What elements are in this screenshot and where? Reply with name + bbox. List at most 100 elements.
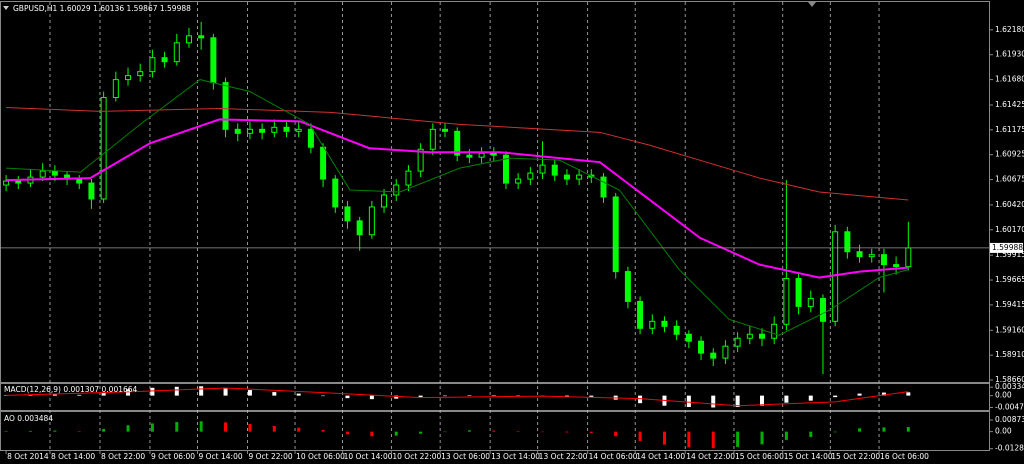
candle-body bbox=[454, 130, 461, 156]
x-tick-label: 13 Oct 22:00 bbox=[539, 452, 588, 461]
candle-body bbox=[161, 57, 168, 63]
current-price-box bbox=[990, 242, 1023, 253]
ao-bar bbox=[150, 423, 154, 432]
candle-body bbox=[76, 178, 83, 184]
y-tick-label: 1.59915 bbox=[995, 250, 1024, 259]
candle-body bbox=[344, 206, 351, 222]
candle-body bbox=[698, 340, 705, 354]
ao-bar bbox=[809, 431, 813, 437]
ao-bar bbox=[833, 431, 837, 433]
main-panel bbox=[0, 1, 990, 383]
ao-bar bbox=[175, 422, 179, 432]
candle-body bbox=[259, 128, 266, 133]
y-tick-label: 1.61680 bbox=[995, 75, 1024, 84]
ao-bar bbox=[467, 430, 471, 432]
shift-marker bbox=[808, 2, 816, 7]
candle-body bbox=[905, 247, 912, 268]
candle-body bbox=[734, 337, 741, 347]
ao-bar bbox=[784, 431, 788, 440]
x-tick-label: 9 Oct 22:00 bbox=[249, 452, 293, 461]
ao-bar bbox=[711, 431, 715, 449]
ao-bar bbox=[297, 427, 301, 432]
macd-bar bbox=[126, 389, 131, 396]
candle-body bbox=[15, 180, 22, 184]
candle-body bbox=[844, 231, 851, 253]
ao-bar bbox=[541, 431, 545, 433]
macd-bar bbox=[686, 395, 691, 407]
y-tick-label: 0.00 bbox=[995, 391, 1012, 400]
candle-body bbox=[185, 35, 192, 44]
candle-body bbox=[125, 75, 132, 81]
ao-bar bbox=[53, 430, 57, 432]
candle-body bbox=[819, 297, 826, 322]
y-tick-label: 1.59160 bbox=[995, 325, 1024, 334]
macd-bar bbox=[345, 395, 350, 399]
y-tick-label: 0.003347 bbox=[995, 382, 1024, 391]
macd-panel bbox=[0, 383, 990, 411]
y-tick-label: 0.008738 bbox=[995, 415, 1024, 424]
candle-body bbox=[722, 345, 729, 359]
candle-body bbox=[563, 174, 570, 180]
candle-body bbox=[759, 333, 766, 339]
ao-bar bbox=[882, 427, 886, 432]
candle-body bbox=[612, 196, 619, 273]
y-tick-label: 1.61175 bbox=[995, 125, 1024, 134]
x-tick-label: 10 Oct 06:00 bbox=[296, 452, 345, 461]
candle-body bbox=[222, 82, 229, 130]
ao-bar bbox=[736, 431, 740, 447]
macd-bar bbox=[52, 394, 57, 396]
x-tick-label: 10 Oct 14:00 bbox=[344, 452, 393, 461]
macd-bar bbox=[638, 395, 643, 404]
candle-body bbox=[637, 300, 644, 329]
candle-body bbox=[502, 154, 509, 184]
macd-bar bbox=[77, 394, 82, 396]
x-tick-label: 13 Oct 06:00 bbox=[441, 452, 490, 461]
y-tick-label: 1.58660 bbox=[995, 375, 1024, 384]
candle-body bbox=[576, 174, 583, 180]
candle-body bbox=[51, 170, 58, 176]
chart-title: GBPUSD,H1 1.60029 1.60136 1.59867 1.5998… bbox=[13, 4, 191, 13]
macd-bar bbox=[857, 393, 862, 396]
macd-bar bbox=[418, 395, 423, 398]
x-tick-label: 8 Oct 14:00 bbox=[51, 452, 95, 461]
candle-body bbox=[368, 206, 375, 236]
candle-body bbox=[283, 126, 290, 132]
ao-bar bbox=[394, 431, 398, 436]
candle-body bbox=[600, 176, 607, 198]
candle-body bbox=[771, 323, 778, 339]
candle-body bbox=[649, 320, 656, 329]
candle-body bbox=[893, 264, 900, 268]
y-tick-label: 1.60925 bbox=[995, 150, 1024, 159]
menu-arrow[interactable] bbox=[3, 6, 9, 10]
candle-body bbox=[173, 42, 180, 63]
y-tick-label: 1.58910 bbox=[995, 350, 1024, 359]
x-tick-label: 15 Oct 14:00 bbox=[784, 452, 833, 461]
macd-bar bbox=[760, 395, 765, 406]
y-tick-label: 1.60420 bbox=[995, 200, 1024, 209]
x-tick-label: 15 Oct 06:00 bbox=[735, 452, 784, 461]
candle-body bbox=[393, 184, 400, 196]
ao-bar bbox=[443, 431, 447, 433]
candle-body bbox=[210, 37, 217, 84]
macd-bar bbox=[491, 395, 496, 396]
y-tick-label: -0.012874 bbox=[995, 444, 1024, 453]
candle-body bbox=[527, 172, 534, 180]
candle-body bbox=[198, 35, 205, 39]
ao-bar bbox=[906, 426, 910, 432]
ao-bar bbox=[662, 431, 666, 445]
candle-body bbox=[442, 128, 449, 132]
macd-bar bbox=[711, 395, 716, 408]
ao-bar bbox=[248, 423, 252, 432]
candle-body bbox=[246, 128, 253, 134]
candle-body bbox=[685, 333, 692, 342]
candle-body bbox=[795, 278, 802, 307]
ao-bar bbox=[102, 428, 106, 432]
x-tick-label: 9 Oct 14:00 bbox=[199, 452, 243, 461]
macd-bar bbox=[735, 395, 740, 407]
candle-body bbox=[320, 146, 327, 180]
ao-bar bbox=[345, 431, 349, 435]
candle-body bbox=[746, 333, 753, 339]
candle-body bbox=[417, 148, 424, 172]
candle-body bbox=[856, 251, 863, 258]
